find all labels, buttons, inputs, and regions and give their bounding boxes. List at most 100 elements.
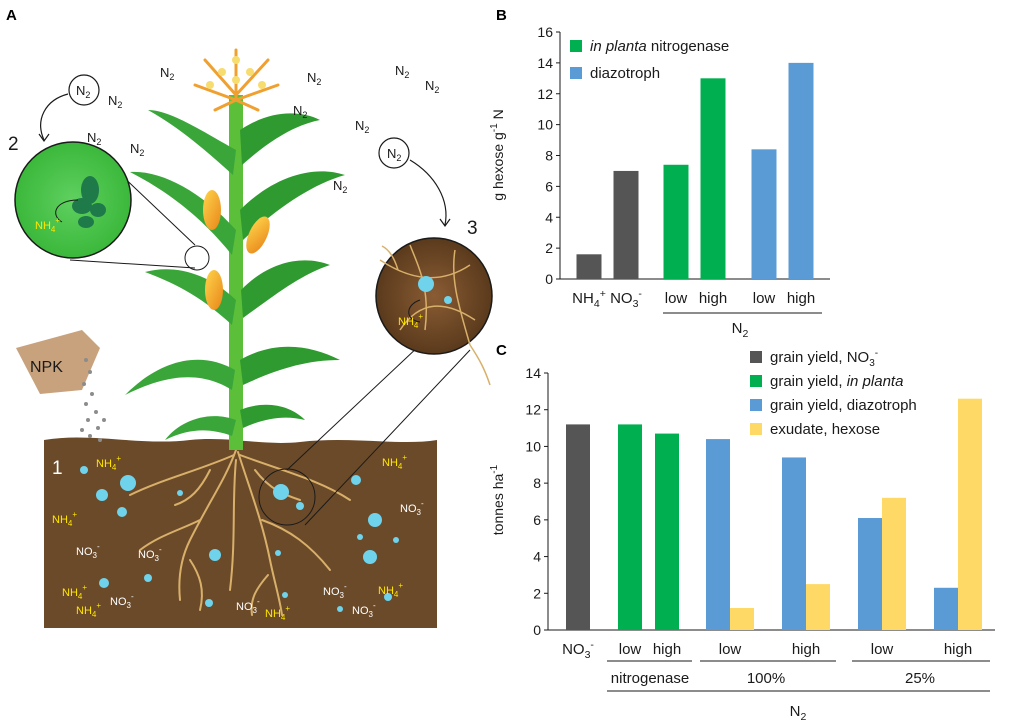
svg-text:N2: N2	[355, 118, 369, 135]
panel-b-bar	[751, 149, 777, 279]
panel-b-y-tick-label: 14	[537, 55, 553, 71]
svg-text:N2: N2	[87, 130, 101, 147]
svg-text:NO3-: NO3-	[138, 545, 162, 563]
panel-b-y-tick-label: 0	[545, 271, 553, 287]
panel-b-axes: 0 2 4 6 8 10 12 14 16 g hexose g-1 N	[489, 24, 830, 287]
svg-text:NO3-: NO3-	[323, 582, 347, 600]
svg-text:NH4+: NH4+	[398, 312, 423, 330]
panel-b-legend: in planta nitrogenase diazotroph	[570, 38, 729, 82]
svg-text:NO3-: NO3-	[236, 597, 260, 615]
nitrate-labels: NO3- NO3- NO3- NO3- NO3- NO3- NO3-	[76, 499, 424, 619]
fertilizer-bag: NPK	[16, 330, 106, 442]
panel-c-legend: grain yield, NO3- grain yield, in planta g…	[750, 348, 917, 438]
panel-c-bar	[782, 457, 806, 630]
panel-c-legend-label: grain yield, NO3-	[770, 348, 878, 369]
svg-text:NH4+: NH4+	[378, 581, 403, 599]
panel-a-label: A	[6, 7, 17, 24]
panel-c-y-tick-label: 10	[525, 438, 541, 454]
panel-c-bar	[706, 439, 730, 630]
panel-c-bar	[566, 424, 590, 630]
panel-c-bar	[934, 587, 958, 630]
panel-c-y-tick-label: 0	[533, 622, 541, 638]
leaf-zoom-callout	[14, 141, 210, 271]
panel-c-x-tick-label: high	[653, 641, 681, 658]
fertilizer-label: NPK	[30, 359, 63, 376]
panel-c-group-label: 100%	[747, 670, 785, 687]
panel-c-y-tick-label: 4	[533, 549, 541, 565]
svg-text:NO3-: NO3-	[76, 542, 100, 560]
panel-b-x-tick-label: low	[753, 290, 776, 307]
panel-b-bar	[576, 254, 602, 279]
panel-c-x-tick-label: NO3-	[562, 639, 594, 661]
svg-text:NH4+: NH4+	[382, 453, 407, 471]
callout-2: 2	[8, 134, 19, 155]
panel-c-group-label: nitrogenase	[611, 670, 689, 687]
soil	[44, 437, 437, 628]
svg-text:N2: N2	[333, 178, 347, 195]
panel-b-x-tick-label: low	[665, 290, 688, 307]
svg-text:N2: N2	[160, 65, 174, 82]
panel-c-legend-swatch	[750, 423, 762, 435]
maize-plant	[125, 48, 345, 450]
panel-b-y-tick-label: 2	[545, 240, 553, 256]
panel-c-y-label: tonnes ha-1	[489, 464, 506, 535]
panel-c-x-tick-label: high	[792, 641, 820, 658]
panel-c-bar	[882, 497, 906, 630]
svg-text:NH4+: NH4+	[76, 601, 101, 619]
panel-c-x-tick-label: high	[944, 641, 972, 658]
panel-c-legend-label: grain yield, in planta	[770, 373, 903, 390]
panel-b-legend-swatch	[570, 40, 582, 52]
panel-c-y-tick-label: 2	[533, 585, 541, 601]
panel-b-y-tick-label: 12	[537, 86, 553, 102]
panel-b-bar	[700, 78, 726, 279]
ammonium-labels: NH4+ NH4+ NH4+ NH4+ NH4+ NH4+ NH4+ NH4+ …	[35, 216, 423, 622]
svg-text:NH4+: NH4+	[62, 583, 87, 601]
panel-b-legend-label: diazotroph	[590, 65, 660, 82]
panel-c-x-tick-label: low	[619, 641, 642, 658]
panel-b-group-label: N2	[732, 320, 749, 340]
panel-b-y-tick-label: 8	[545, 148, 553, 164]
panel-c-axes: 0 2 4 6 8 10 12 14 tonnes ha-1	[489, 365, 995, 638]
panel-b-legend-label: in planta nitrogenase	[590, 38, 729, 55]
nutrient-particles	[80, 466, 399, 612]
panel-c-bars	[566, 398, 982, 630]
panel-c-bar	[655, 433, 679, 630]
panel-b-x-tick-label: high	[787, 290, 815, 307]
panel-c-y-tick-label: 14	[525, 365, 541, 381]
n2-labels: N2 N2 N2 N2 N2 N2 N2 N2 N2 N2 N2 N2	[76, 63, 439, 195]
svg-text:N2: N2	[395, 63, 409, 80]
panel-b-y-tick-label: 4	[545, 209, 553, 225]
panel-c-label: C	[496, 342, 507, 359]
panel-c-legend-swatch	[750, 375, 762, 387]
panel-a-illustration: A	[6, 7, 493, 628]
panel-c-y-tick-label: 8	[533, 475, 541, 491]
panel-b-bar	[788, 62, 814, 279]
n2-fixation-arrows	[38, 74, 451, 228]
panel-c-bar	[958, 398, 982, 630]
svg-text:N2: N2	[425, 78, 439, 95]
panel-b-y-tick-label: 6	[545, 178, 553, 194]
panel-b-legend-swatch	[570, 67, 582, 79]
panel-c-x-tick-label: low	[871, 641, 894, 658]
panel-c-bar	[858, 518, 882, 630]
panel-b-x-tick-label: NH4+	[572, 288, 606, 310]
panel-c-bar	[618, 424, 642, 630]
svg-text:NH4+: NH4+	[52, 510, 77, 528]
panel-b-chart: B 0 2 4 6 8 10 12 14 16 g hexose g-1 N NH4+ NO3- lo…	[489, 7, 830, 340]
svg-text:N2: N2	[76, 83, 90, 100]
panel-c-x-tick-label: low	[719, 641, 742, 658]
panel-b-y-tick-label: 10	[537, 117, 553, 133]
svg-text:N2: N2	[130, 141, 144, 158]
panel-c-outer-label: N2	[790, 703, 807, 723]
svg-text:NO3-: NO3-	[110, 592, 134, 610]
svg-text:N2: N2	[293, 103, 307, 120]
callout-3: 3	[467, 218, 478, 239]
panel-c-legend-swatch	[750, 351, 762, 363]
svg-text:NH4+: NH4+	[265, 604, 290, 622]
panel-b-y-tick-label: 16	[537, 24, 553, 40]
panel-b-label: B	[496, 7, 507, 24]
panel-b-x-tick-label: high	[699, 290, 727, 307]
panel-c-bar	[806, 584, 830, 630]
